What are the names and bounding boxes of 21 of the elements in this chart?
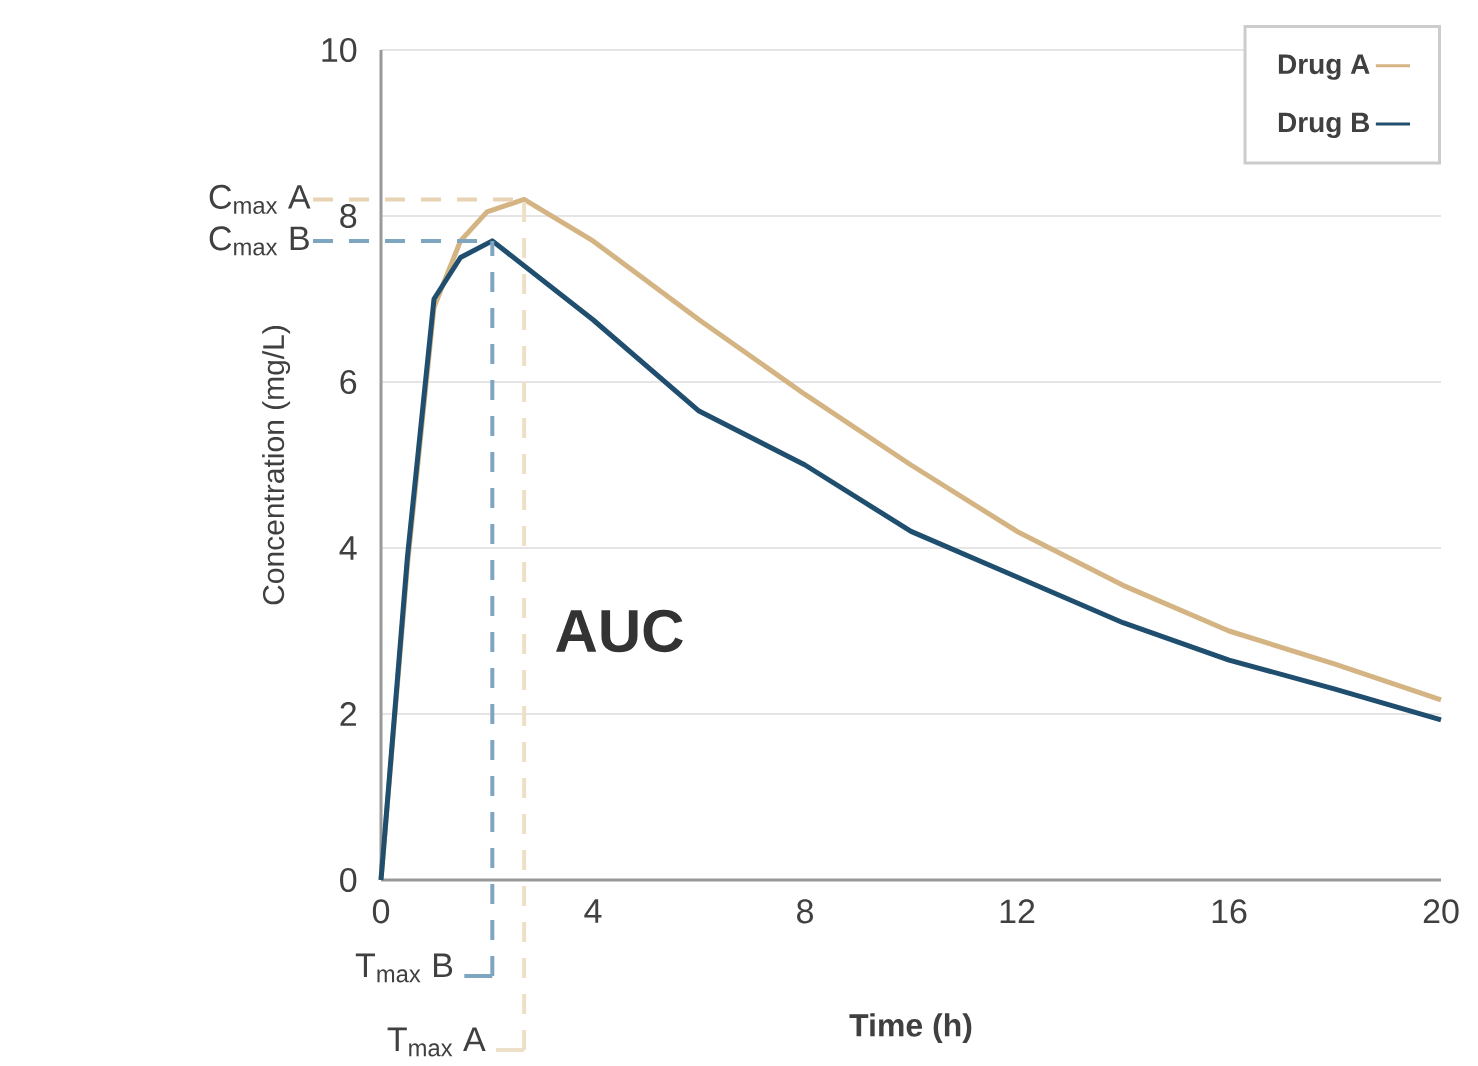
y-tick-label: 6 xyxy=(340,369,357,395)
ref-line-label: T$_{max}$ A xyxy=(387,1027,486,1057)
legend-label: Drug A xyxy=(1278,54,1370,80)
x-tick-label: 16 xyxy=(1212,899,1247,924)
x-tick-label: 0 xyxy=(372,899,390,924)
ref-line-label: C$_{max}$ A xyxy=(209,184,311,214)
legend-label: Drug B xyxy=(1278,112,1370,139)
y-tick-label: 8 xyxy=(340,203,357,229)
x-axis-title: Time (h) xyxy=(849,1013,972,1043)
x-tick-label: 12 xyxy=(1000,899,1035,924)
y-tick-label: 0 xyxy=(340,867,357,893)
x-tick-label: 8 xyxy=(797,899,813,924)
y-tick-label: 2 xyxy=(340,702,356,726)
ref-line-label: T$_{max}$ B xyxy=(355,953,453,983)
ref-line-label: C$_{max}$ B xyxy=(209,226,309,256)
x-tick-label: 4 xyxy=(584,899,602,923)
x-tick-label: 20 xyxy=(1423,899,1459,924)
y-tick-label: 10 xyxy=(322,37,357,63)
y-axis-title: Concentration (mg/L) xyxy=(262,326,291,605)
annotation: AUC xyxy=(556,609,683,653)
y-tick-label: 4 xyxy=(339,536,357,560)
